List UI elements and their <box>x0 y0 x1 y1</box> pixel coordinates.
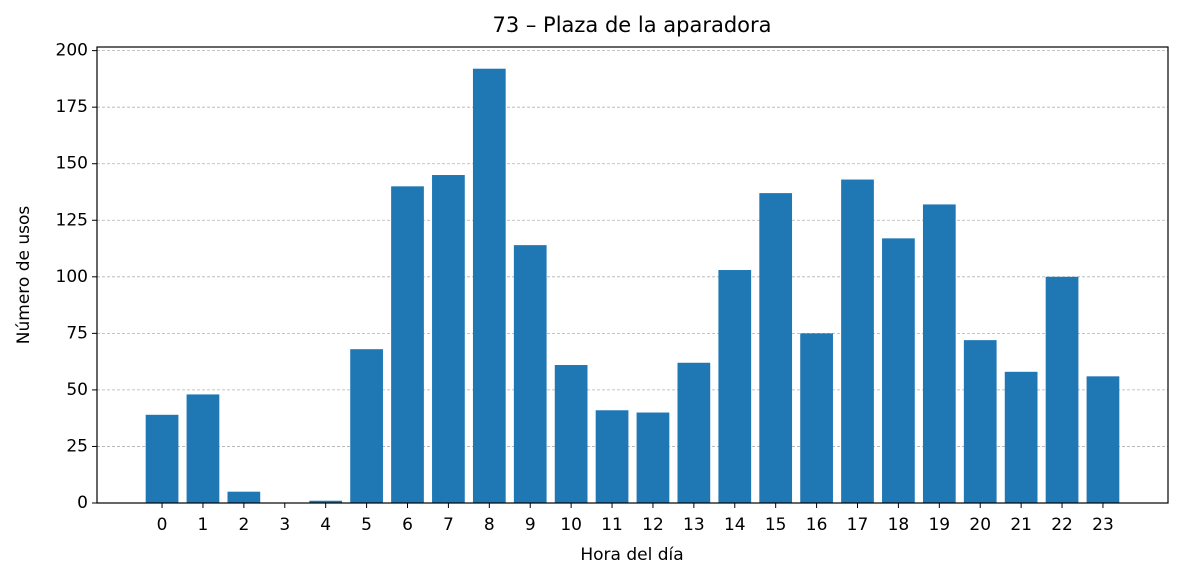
bar <box>1086 376 1120 503</box>
bar <box>595 410 629 503</box>
y-tick-label: 125 <box>56 210 88 230</box>
x-tick-label: 16 <box>806 515 828 535</box>
y-tick-label: 175 <box>56 97 88 117</box>
bar <box>1004 371 1038 503</box>
bar <box>636 412 670 503</box>
x-tick-label: 20 <box>969 515 991 535</box>
bar <box>350 349 383 503</box>
x-tick-label: 3 <box>279 515 290 535</box>
x-tick-label: 12 <box>642 515 664 535</box>
bar <box>145 414 179 503</box>
bar <box>677 362 711 503</box>
bar <box>922 204 956 503</box>
x-tick-label: 18 <box>888 515 910 535</box>
x-tick-label: 21 <box>1010 515 1032 535</box>
bar <box>554 365 588 503</box>
bar <box>309 500 343 503</box>
x-tick-label: 8 <box>484 515 495 535</box>
bar <box>882 238 915 503</box>
x-tick-label: 10 <box>560 515 582 535</box>
bar <box>432 175 465 503</box>
bar <box>513 245 547 503</box>
y-tick-label: 200 <box>56 41 88 61</box>
bar <box>186 394 220 503</box>
x-tick-label: 14 <box>724 515 746 535</box>
bar <box>391 186 424 504</box>
x-tick-label: 2 <box>238 515 249 535</box>
bar <box>963 340 997 503</box>
x-tick-label: 5 <box>361 515 372 535</box>
bar <box>718 270 752 503</box>
x-tick-label: 1 <box>198 515 209 535</box>
y-axis-label: Número de usos <box>14 206 34 345</box>
x-tick-label: 17 <box>847 515 869 535</box>
x-tick-label: 23 <box>1092 515 1114 535</box>
x-tick-label: 19 <box>928 515 950 535</box>
bar <box>472 68 506 503</box>
bar <box>1045 276 1079 503</box>
y-tick-label: 0 <box>77 493 88 513</box>
y-tick-label: 50 <box>66 380 88 400</box>
x-tick-label: 22 <box>1051 515 1073 535</box>
x-tick-label: 0 <box>157 515 168 535</box>
y-tick-label: 150 <box>56 154 88 174</box>
y-tick-label: 100 <box>56 267 88 287</box>
x-tick-label: 4 <box>320 515 331 535</box>
plot-frame <box>96 46 1169 504</box>
y-tick-label: 75 <box>66 323 88 343</box>
x-axis-label: Hora del día <box>580 545 683 565</box>
chart-title: 73 – Plaza de la aparadora <box>492 13 771 37</box>
x-tick-label: 6 <box>402 515 413 535</box>
x-tick-label: 11 <box>601 515 623 535</box>
bar <box>227 491 261 503</box>
x-tick-label: 9 <box>525 515 536 535</box>
y-tick-label: 25 <box>66 436 88 456</box>
x-tick-label: 15 <box>765 515 787 535</box>
bar <box>800 333 833 503</box>
x-tick-label: 13 <box>683 515 705 535</box>
bar <box>759 193 793 503</box>
x-tick-label: 7 <box>443 515 454 535</box>
bar <box>841 179 874 504</box>
